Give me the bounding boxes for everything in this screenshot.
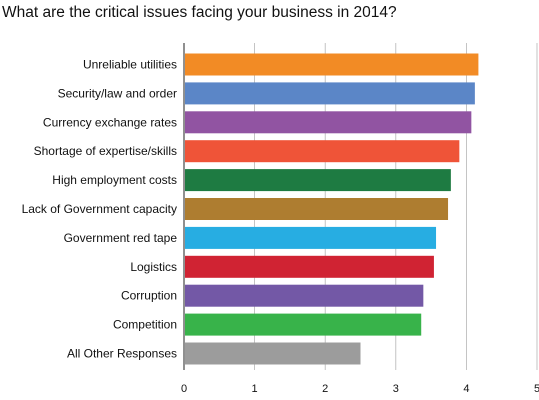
bar-logistics — [185, 255, 434, 278]
bar-shortage-of-expertise-skills — [185, 140, 460, 163]
x-tick-label: 0 — [181, 383, 187, 395]
bar-corruption — [185, 284, 424, 307]
bar-all-other-responses — [185, 342, 361, 365]
bar-competition — [185, 313, 422, 336]
category-label: High employment costs — [52, 173, 177, 187]
category-label: Currency exchange rates — [43, 115, 177, 129]
category-label: Logistics — [130, 260, 177, 274]
x-tick-label: 5 — [534, 383, 539, 395]
bars — [185, 53, 479, 365]
bar-lack-of-government-capacity — [185, 198, 449, 220]
category-label: All Other Responses — [67, 347, 177, 361]
x-tick-label: 3 — [393, 383, 399, 395]
x-tick-label: 4 — [463, 383, 469, 395]
category-label: Lack of Government capacity — [22, 202, 177, 216]
category-label: Shortage of expertise/skills — [34, 144, 177, 158]
chart-title: What are the critical issues facing your… — [2, 4, 397, 21]
category-label: Competition — [113, 318, 177, 332]
bar-high-employment-costs — [185, 169, 451, 192]
x-tick-label: 1 — [252, 383, 258, 395]
bar-unreliable-utilities — [185, 53, 479, 76]
x-axis-ticks: 0 1 2 3 4 5 — [181, 383, 539, 395]
category-labels: Unreliable utilities Security/law and ord… — [22, 58, 178, 361]
bar-government-red-tape — [185, 226, 437, 249]
bar-currency-exchange-rates — [185, 111, 472, 134]
category-label: Corruption — [121, 289, 177, 303]
bar-security-law-and-order — [185, 82, 475, 105]
x-tick-label: 2 — [322, 383, 328, 395]
category-label: Government red tape — [64, 231, 178, 245]
category-label: Security/law and order — [58, 86, 177, 100]
category-label: Unreliable utilities — [83, 58, 177, 72]
